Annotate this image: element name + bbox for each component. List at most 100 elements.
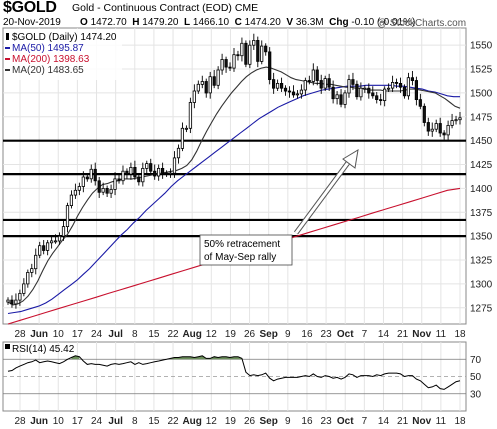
legend-entry: $GOLD (Daily) 1474.20 xyxy=(12,32,117,43)
candle-down xyxy=(149,163,153,172)
candle-up xyxy=(26,271,30,285)
candle-down xyxy=(438,123,442,134)
candle-up xyxy=(113,178,117,190)
candle-up xyxy=(101,187,105,193)
candle-down xyxy=(410,77,415,81)
rsi-x-tick-label: Nov xyxy=(412,416,431,427)
candle-down xyxy=(204,81,208,94)
candle-down xyxy=(271,79,276,89)
low-value: 1466.10 xyxy=(192,17,230,28)
annotation-arrow-head xyxy=(342,149,359,169)
candle-up xyxy=(61,226,66,237)
candle-down xyxy=(224,59,228,68)
candle-down xyxy=(422,105,426,123)
candle-up xyxy=(248,44,252,65)
price-x-tick-label: 11 xyxy=(436,329,447,340)
candle-up xyxy=(458,117,462,121)
candle-down xyxy=(351,79,355,85)
candle-up xyxy=(303,80,307,91)
candle-down xyxy=(97,180,101,193)
candle-up xyxy=(168,172,173,175)
candle-up xyxy=(18,292,22,301)
chart-symbol: $GOLD xyxy=(3,0,57,16)
price-x-tick-label: 18 xyxy=(454,329,466,340)
rsi-y-tick-label: 50 xyxy=(470,372,482,383)
candle-up xyxy=(295,93,300,96)
price-x-tick-label: 14 xyxy=(378,329,390,340)
candle-up xyxy=(446,125,450,136)
candle-up xyxy=(252,40,256,46)
candle-up xyxy=(450,120,454,126)
candle-up xyxy=(65,205,70,228)
price-x-tick-label: Jun xyxy=(30,329,48,340)
price-x-tick-label: 10 xyxy=(53,329,65,340)
rsi-x-tick-label: Jun xyxy=(30,416,48,427)
candle-up xyxy=(335,94,339,100)
candle-up xyxy=(73,189,77,196)
candle-down xyxy=(315,69,319,81)
price-x-tick-label: Oct xyxy=(337,329,354,340)
candle-up xyxy=(386,87,391,90)
candle-up xyxy=(184,127,188,130)
candle-up xyxy=(188,102,192,129)
candle-up xyxy=(260,45,264,62)
candle-down xyxy=(236,54,240,57)
candle-down xyxy=(339,94,343,105)
candle-up xyxy=(299,89,304,95)
candle-down xyxy=(212,76,216,86)
price-x-tick-label: Nov xyxy=(412,329,431,340)
candle-up xyxy=(200,81,204,85)
candle-up xyxy=(14,299,18,305)
candle-down xyxy=(283,87,288,92)
candle-up xyxy=(363,87,367,90)
candle-up xyxy=(347,79,351,94)
annotation-box xyxy=(199,234,293,266)
candle-down xyxy=(105,187,109,194)
price-x-tick-label: 17 xyxy=(72,329,84,340)
candle-down xyxy=(379,99,383,101)
rsi-x-tick-label: 17 xyxy=(72,416,84,427)
price-y-tick-label: 1550 xyxy=(470,41,493,52)
annotation-text-line: 50% retracement xyxy=(204,239,280,250)
price-y-tick-label: 1325 xyxy=(470,256,493,267)
candle-down xyxy=(394,82,399,84)
legend-entry: MA(20) 1483.65 xyxy=(12,65,84,76)
rsi-x-tick-label: 19 xyxy=(225,416,237,427)
candle-down xyxy=(160,167,165,174)
candle-down xyxy=(244,42,248,65)
candle-up xyxy=(180,127,184,149)
rsi-x-tick-label: Oct xyxy=(337,416,354,427)
candle-down xyxy=(117,178,121,182)
price-y-tick-label: 1450 xyxy=(470,136,493,147)
price-x-tick-label: 7 xyxy=(362,329,368,340)
candle-down xyxy=(256,40,260,62)
candle-up xyxy=(323,78,327,89)
candle-up xyxy=(220,59,224,71)
candle-down xyxy=(375,95,379,101)
candle-up xyxy=(46,242,50,251)
price-y-tick-label: 1350 xyxy=(470,232,493,243)
rsi-legend-swatch xyxy=(5,344,10,349)
price-y-tick-label: 1275 xyxy=(470,303,493,314)
rsi-x-tick-label: 23 xyxy=(321,416,333,427)
price-y-tick-label: 1475 xyxy=(470,112,493,123)
rsi-x-tick-label: 18 xyxy=(454,416,466,427)
price-x-tick-label: 9 xyxy=(285,329,291,340)
price-x-tick-label: 15 xyxy=(148,329,160,340)
rsi-line xyxy=(7,355,461,390)
candle-up xyxy=(30,268,34,273)
rsi-x-tick-label: 15 xyxy=(148,416,160,427)
candle-up xyxy=(390,82,395,89)
candle-up xyxy=(121,170,125,182)
price-x-tick-label: Jul xyxy=(108,329,123,340)
legend-swatch-candle xyxy=(6,33,9,40)
candle-up xyxy=(54,240,58,243)
candle-down xyxy=(133,166,137,178)
price-y-tick-label: 1500 xyxy=(470,88,493,99)
price-x-tick-label: 24 xyxy=(91,329,103,340)
rsi-x-tick-label: Jul xyxy=(108,416,123,427)
price-x-tick-label: 26 xyxy=(244,329,256,340)
high-value: 1479.20 xyxy=(142,17,179,28)
instrument-name: Gold - Continuous Contract (EOD) CME xyxy=(72,2,259,14)
candle-down xyxy=(418,99,422,107)
